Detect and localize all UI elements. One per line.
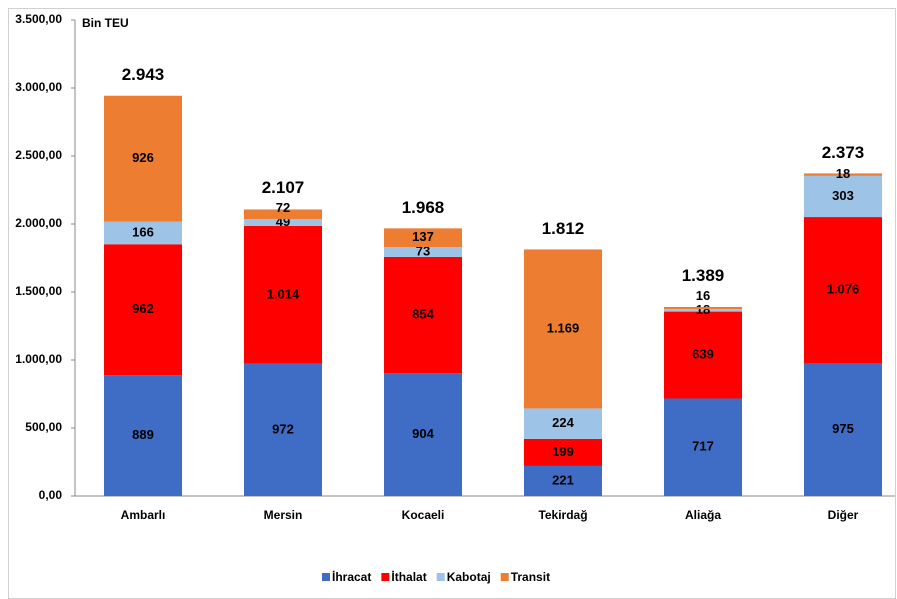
bar-segment (524, 408, 602, 439)
value-label: 1.076 (827, 282, 860, 297)
legend-label: İthalat (391, 569, 426, 584)
legend-label: Kabotaj (447, 570, 491, 584)
bar-segment (524, 249, 602, 409)
bar-segment (244, 225, 322, 364)
y-tick-label: 500,00 (25, 420, 62, 434)
total-label: 1.812 (542, 219, 585, 238)
bar-segment (104, 95, 182, 222)
y-tick-label: 1.500,00 (15, 284, 62, 298)
bar-segment (384, 373, 462, 496)
legend-swatch (500, 573, 509, 581)
legend-label: İhracat (332, 569, 371, 584)
y-tick-label: 1.000,00 (15, 352, 62, 366)
bar-segment (524, 438, 602, 466)
value-label: 854 (412, 306, 434, 321)
x-tick-label: Mersin (264, 508, 303, 522)
value-label: 73 (416, 243, 430, 258)
value-label: 926 (132, 150, 154, 165)
bar-segment (384, 256, 462, 374)
value-label: 18 (836, 166, 850, 181)
bar-segment (804, 363, 882, 496)
value-label: 199 (552, 444, 574, 459)
value-label: 1.014 (267, 286, 300, 301)
bar-segment (244, 219, 322, 226)
value-label: 975 (832, 421, 854, 436)
bar-segment (804, 173, 882, 176)
value-label: 224 (552, 415, 574, 430)
bar-segment (664, 398, 742, 496)
total-label: 1.968 (402, 198, 445, 217)
value-label: 717 (692, 439, 714, 454)
x-tick-label: Tekirdağ (538, 508, 587, 522)
value-label: 1.169 (547, 320, 580, 335)
bar-segment (804, 217, 882, 364)
legend-label: Transit (511, 570, 550, 584)
value-label: 166 (132, 224, 154, 239)
bar-segment (664, 306, 742, 310)
value-label: 962 (132, 301, 154, 316)
total-label: 2.943 (122, 65, 165, 84)
value-label: 972 (272, 421, 294, 436)
y-tick-label: 2.500,00 (15, 148, 62, 162)
axis-label: Bin TEU (82, 16, 129, 30)
value-label: 137 (412, 229, 434, 244)
bar-segment (664, 311, 742, 399)
legend: İhracat İthalat Kabotaj Transit (322, 569, 550, 584)
value-label: 16 (696, 288, 710, 303)
legend-swatch (381, 573, 390, 581)
x-tick-label: Kocaeli (402, 508, 445, 522)
total-label: 2.107 (262, 178, 305, 197)
total-label: 1.389 (682, 266, 725, 285)
bar-segment (244, 209, 322, 220)
bar-segment (244, 363, 322, 496)
value-label: 889 (132, 427, 154, 442)
y-tick-label: 0,00 (39, 488, 63, 502)
bar-segment (804, 175, 882, 218)
y-tick-label: 3.500,00 (15, 12, 62, 26)
y-tick-label: 3.000,00 (15, 80, 62, 94)
value-label: 303 (832, 188, 854, 203)
legend-swatch (322, 573, 330, 581)
bar-segment (104, 375, 182, 496)
value-label: 72 (276, 200, 290, 215)
bar-segment (524, 465, 602, 496)
x-tick-label: Ambarlı (121, 508, 166, 522)
bar-segment (384, 228, 462, 247)
bar-segment (384, 246, 462, 257)
x-tick-label: Diğer (828, 508, 859, 522)
legend-swatch (436, 573, 445, 581)
y-tick-label: 2.000,00 (15, 216, 62, 230)
value-label: 639 (692, 346, 714, 361)
x-tick-label: Aliağa (685, 508, 721, 522)
bar-segment (664, 309, 742, 312)
value-label: 18 (696, 302, 710, 317)
bar-segment (104, 221, 182, 245)
total-label: 2.373 (822, 143, 865, 162)
value-label: 221 (552, 472, 574, 487)
bar-segment (104, 244, 182, 376)
value-label: 904 (412, 426, 434, 441)
